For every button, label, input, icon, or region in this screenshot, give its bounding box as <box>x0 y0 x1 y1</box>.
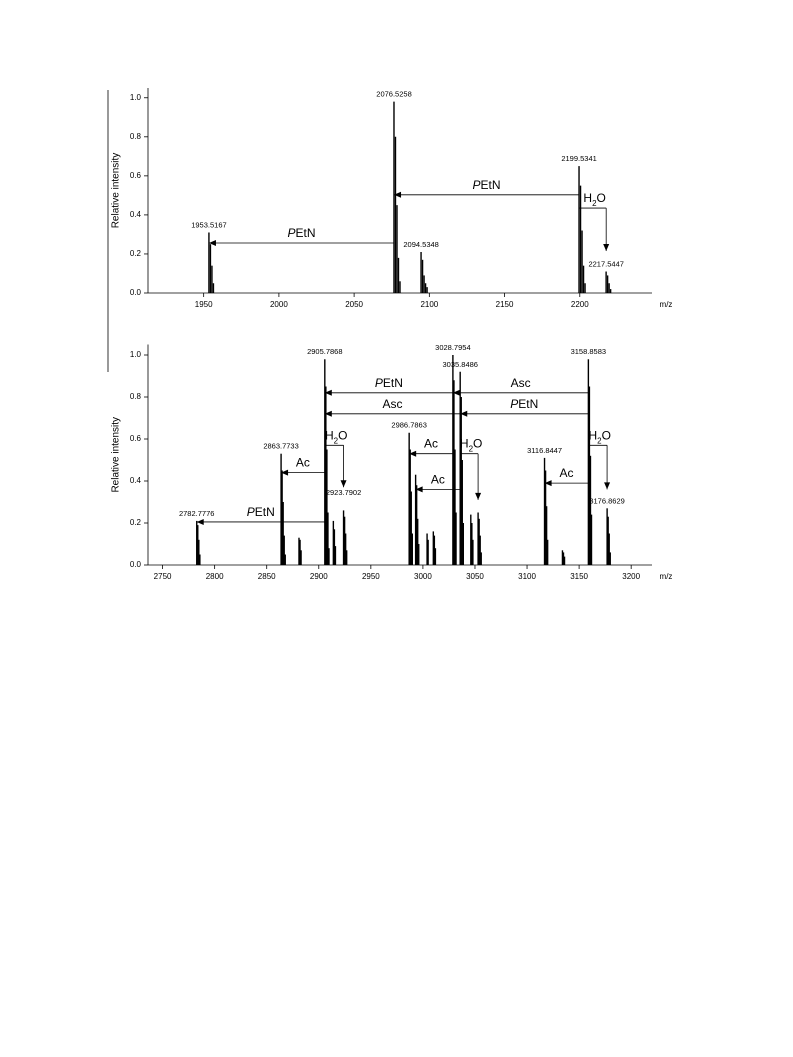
arrow-head <box>475 492 482 500</box>
arrow-label: Ac <box>296 456 310 470</box>
x-tick-label: 1950 <box>195 300 213 309</box>
x-tick-label: 2850 <box>258 572 276 581</box>
arrow-head <box>544 480 552 487</box>
peak-label: 2217.5447 <box>588 260 623 269</box>
arrow-head <box>340 480 347 488</box>
y-tick-label: 1.0 <box>130 350 142 359</box>
arrow-head <box>603 244 610 252</box>
y-axis-label: Relative intensity <box>111 417 122 493</box>
arrow-label: Ac <box>559 466 573 480</box>
peak-label: 3028.7954 <box>435 343 470 352</box>
peak-label: 2923.7902 <box>326 488 361 497</box>
y-tick-label: 0.4 <box>130 210 142 219</box>
peak-label: 2076.5258 <box>376 90 411 99</box>
arrow-head <box>409 450 417 457</box>
x-axis-label: m/z <box>660 300 673 309</box>
arrow-label: Asc <box>511 376 531 390</box>
arrow-label: H2O <box>325 428 347 444</box>
arrow-head <box>324 389 332 396</box>
arrow-label: H2O <box>460 437 482 453</box>
arrow-head <box>324 410 332 417</box>
x-tick-label: 2050 <box>345 300 363 309</box>
x-tick-label: 2750 <box>154 572 172 581</box>
peak-label: 3035.8486 <box>443 360 478 369</box>
arrow-label: PEtN <box>247 505 275 519</box>
arrow-label: Asc <box>383 397 403 411</box>
x-tick-label: 2150 <box>496 300 514 309</box>
x-tick-label: 3050 <box>466 572 484 581</box>
peak-label: 2782.7776 <box>179 509 214 518</box>
x-tick-label: 2000 <box>270 300 288 309</box>
arrow-label: PEtN <box>287 226 315 240</box>
y-tick-label: 0.2 <box>130 249 142 258</box>
x-tick-label: 2800 <box>206 572 224 581</box>
peak-label: 3176.8629 <box>589 496 624 505</box>
arrow-head <box>394 191 402 198</box>
x-tick-label: 2100 <box>420 300 438 309</box>
x-tick-label: 2950 <box>362 572 380 581</box>
arrow-head <box>208 240 216 247</box>
y-tick-label: 0.8 <box>130 132 142 141</box>
arrow-head <box>604 482 611 490</box>
arrow-head <box>460 410 468 417</box>
peak-label: 1953.5167 <box>191 220 226 229</box>
arrow-label: PEtN <box>375 376 403 390</box>
peak-label: 3158.8583 <box>571 347 606 356</box>
y-tick-label: 0.0 <box>130 560 142 569</box>
arrow-head <box>281 469 289 476</box>
x-tick-label: 2200 <box>571 300 589 309</box>
x-axis-label: m/z <box>660 572 673 581</box>
arrow-label: H2O <box>588 428 610 444</box>
x-tick-label: 3000 <box>414 572 432 581</box>
y-tick-label: 0.8 <box>130 392 142 401</box>
arrow-head <box>452 389 460 396</box>
peak-label: 2905.7868 <box>307 347 342 356</box>
x-tick-label: 2900 <box>310 572 328 581</box>
peak-label: 2863.7733 <box>263 442 298 451</box>
arrow-label: PEtN <box>510 397 538 411</box>
arrow-label: Ac <box>431 473 445 487</box>
y-tick-label: 0.0 <box>130 288 142 297</box>
arrow-label: H2O <box>583 191 605 207</box>
peak-label: 2986.7863 <box>391 421 426 430</box>
peak-label: 3116.8447 <box>527 446 562 455</box>
peak-label: 2094.5348 <box>403 240 438 249</box>
y-axis-label: Relative intensity <box>111 153 122 229</box>
y-tick-label: 0.6 <box>130 171 142 180</box>
y-tick-label: 0.2 <box>130 518 142 527</box>
arrow-head <box>415 486 423 493</box>
arrow-label: Ac <box>424 437 438 451</box>
y-tick-label: 0.6 <box>130 434 142 443</box>
peak-label: 2199.5341 <box>561 154 596 163</box>
arrow-label: PEtN <box>473 178 501 192</box>
y-tick-label: 1.0 <box>130 93 142 102</box>
x-tick-label: 3200 <box>622 572 640 581</box>
y-tick-label: 0.4 <box>130 476 142 485</box>
x-tick-label: 3150 <box>570 572 588 581</box>
x-tick-label: 3100 <box>518 572 536 581</box>
arrow-head <box>196 518 204 525</box>
